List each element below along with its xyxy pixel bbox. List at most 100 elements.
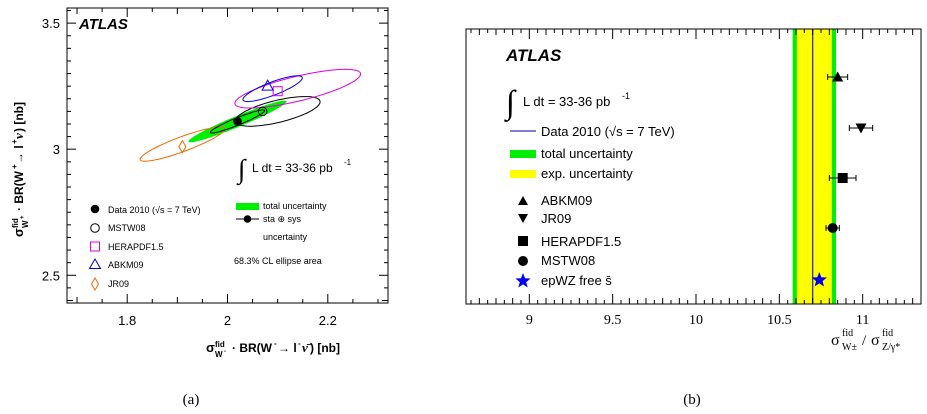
legend-marker-jr09-b: [518, 214, 528, 223]
ellipse-abkm09: [242, 75, 303, 103]
prediction-mstw08: [827, 223, 838, 233]
svg-text:W: W: [215, 350, 223, 359]
legend-label-mstw08-b: MSTW08: [541, 253, 595, 268]
point-jr09: [178, 139, 187, 154]
legend-label-epwz-b: epWZ free s̄: [541, 273, 612, 288]
svg-text:ν: ν: [11, 133, 26, 139]
svg-text:+: +: [10, 164, 19, 169]
svg-text:L dt = 33-36 pb: L dt = 33-36 pb: [523, 94, 610, 109]
legend-label-exp-b: exp. uncertainty: [541, 166, 633, 181]
legend-marker-abkm09-b: [518, 196, 528, 205]
points-b: [811, 71, 874, 287]
legend-label-stasys-2: uncertainty: [263, 232, 308, 242]
svg-text:+: +: [20, 215, 26, 219]
points-a: [178, 79, 283, 154]
point-abkm09: [261, 79, 274, 91]
svg-text:σ: σ: [206, 340, 215, 355]
svg-text:fid: fid: [842, 328, 853, 339]
lumi-label-b: ∫ L dt = 33-36 pb -1: [504, 85, 630, 122]
x-axis-label-a: σ fid W - · BR(W - → l - ν̄ ) [nb]: [206, 339, 340, 359]
svg-text:-1: -1: [622, 91, 630, 101]
legend-label-jr09-b: JR09: [541, 211, 571, 226]
legend-marker-herapdf: [90, 241, 100, 252]
svg-text:) [nb]: ) [nb]: [12, 102, 26, 132]
legend-label-total-b: total uncertainty: [541, 146, 633, 161]
exp-uncertainty-band: [796, 29, 832, 304]
ellipse-layer: [139, 68, 362, 162]
atlas-label-b: ATLAS: [505, 46, 562, 65]
legend-label-herapdf-b: HERAPDF1.5: [541, 234, 621, 249]
legend-marker-abkm09: [88, 258, 102, 269]
ellipse-herapdf1-5: [234, 68, 362, 109]
svg-text:) [nb]: ) [nb]: [310, 341, 340, 355]
legend-label-abkm09-b: ABKM09: [541, 193, 592, 208]
legend-a: Data 2010 (√s = 7 TeV) MSTW08 HERAPDF1.5…: [88, 201, 327, 291]
svg-text:-1: -1: [344, 158, 352, 167]
x-tick-label-b: 9.5: [604, 313, 622, 328]
svg-text:W±: W±: [842, 342, 857, 353]
ellipse-jr09: [139, 126, 226, 162]
legend-label-jr09: JR09: [108, 279, 129, 289]
legend-label-mstw08: MSTW08: [108, 223, 146, 233]
point-herapdf1-5: [272, 86, 283, 97]
caption-a: (a): [183, 392, 200, 408]
lumi-label-a: ∫ L dt = 33-36 pb -1: [236, 154, 352, 186]
svg-text:+: +: [10, 139, 19, 144]
legend-marker-mstw08-b: [518, 256, 528, 266]
x-tick-label-b: 9: [526, 313, 533, 328]
legend-marker-herapdf-b: [518, 236, 528, 246]
legend-b: Data 2010 (√s = 7 TeV) total uncertainty…: [510, 124, 675, 288]
svg-text:fid: fid: [11, 218, 20, 228]
svg-text:σ: σ: [11, 228, 26, 237]
uncertainty-bands: [792, 29, 836, 304]
x-axis-label-b: σ fid W± / σ fid Z/γ*: [831, 328, 900, 353]
prediction-epwz-free-s: [811, 272, 827, 287]
prediction-jr09: [855, 123, 867, 134]
svg-text:σ: σ: [831, 332, 840, 349]
svg-text:-: -: [274, 339, 277, 348]
y-tick-label-a: 3: [53, 142, 60, 157]
point-mstw08: [257, 106, 268, 117]
y-tick-label-a: 2.5: [42, 268, 60, 283]
svg-text:fid: fid: [215, 340, 225, 349]
legend-label-stasys: sta ⊕ sys: [263, 214, 302, 224]
legend-marker-jr09: [90, 277, 100, 291]
y-axis-label-a: σ fid W + · BR(W + → l + ν ) [nb]: [10, 102, 30, 237]
svg-text:→ l: → l: [12, 145, 26, 164]
plot-frame-b: [465, 28, 922, 305]
legend-label-abkm09: ABKM09: [108, 260, 144, 270]
legend-label-data-b: Data 2010 (√s = 7 TeV): [541, 124, 675, 139]
svg-text:· BR(W: · BR(W: [232, 341, 273, 355]
legend-marker-total-b: [510, 150, 536, 158]
svg-text:∫: ∫: [504, 85, 517, 122]
svg-text:-: -: [298, 339, 301, 348]
plot-frame-a: [66, 7, 389, 304]
legend-marker-epwz-b: [515, 273, 531, 288]
svg-text:∫: ∫: [236, 154, 247, 186]
svg-text:→ l: → l: [278, 341, 297, 355]
legend-marker-total-unc: [236, 203, 259, 210]
x-tick-label-b: 10: [689, 313, 703, 328]
svg-text:W: W: [21, 220, 30, 228]
axis-ticks-a: 1.8 2 2.2 2.5 3 3.5: [42, 8, 388, 328]
ellipse-note: 68.3% CL ellipse area: [234, 256, 322, 266]
svg-text:L dt = 33-36 pb: L dt = 33-36 pb: [252, 161, 333, 175]
svg-text:-: -: [224, 349, 226, 355]
point-data-2010-s-7-tev: [233, 117, 242, 126]
panel-a: 1.8 2 2.2 2.5 3 3.5 ATLAS ∫ L dt = 33-36 pb -…: [10, 7, 389, 408]
x-tick-label-a: 2: [224, 313, 231, 328]
legend-label-data: Data 2010 (√s = 7 TeV): [108, 205, 201, 215]
caption-b: (b): [683, 392, 701, 408]
svg-text:· BR(W: · BR(W: [12, 170, 26, 211]
ellipse-sta-sys-uncertainty: [209, 109, 266, 134]
svg-text:/: /: [862, 333, 867, 349]
legend-marker-data: [90, 204, 100, 214]
prediction-herapdf1-5: [837, 173, 848, 183]
axis-ticks-b: 9 9.5 10 10.5 11: [470, 29, 922, 328]
panel-b: 9 9.5 10 10.5 11 ATLAS ∫ L dt = 33-36 pb -1 …: [465, 28, 922, 408]
legend-marker-mstw08: [90, 223, 100, 233]
legend-marker-stasys: [243, 215, 252, 223]
x-tick-label-b: 10.5: [767, 313, 792, 328]
prediction-abkm09: [832, 71, 844, 82]
